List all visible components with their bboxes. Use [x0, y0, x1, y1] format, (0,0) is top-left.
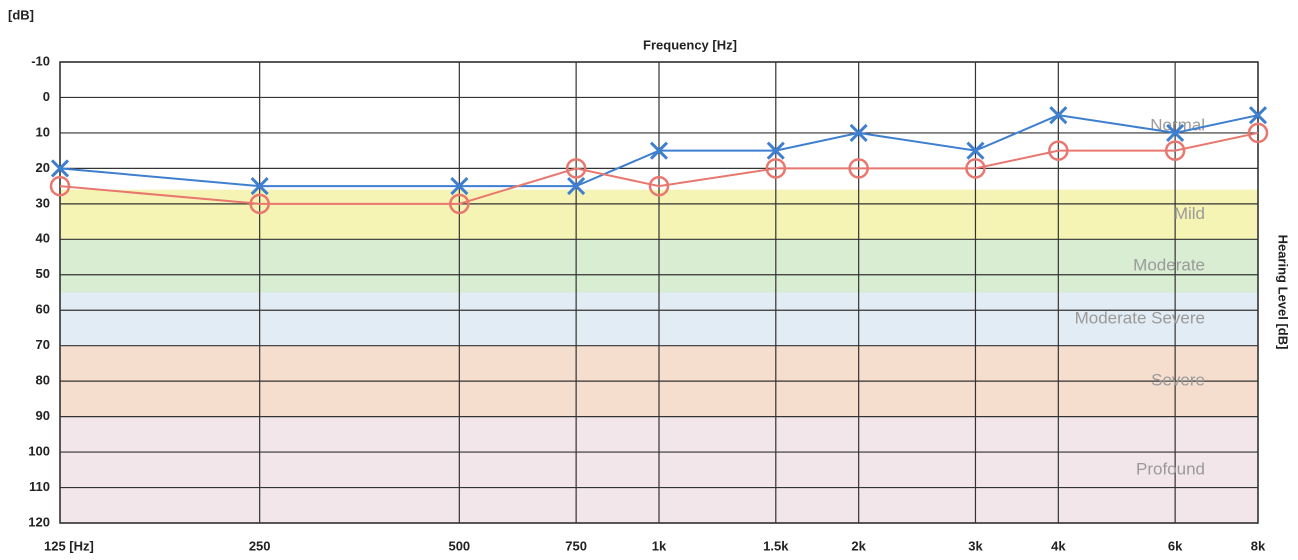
x-marker	[450, 177, 469, 196]
x-tick-label: 1k	[652, 538, 667, 553]
y-tick-label: 50	[36, 266, 50, 281]
x-tick-label: 750	[565, 538, 587, 553]
y-tick-label: 100	[28, 444, 50, 459]
x-marker	[849, 123, 868, 142]
x-tick-label: 8k	[1251, 538, 1266, 553]
x-tick-label: 500	[448, 538, 470, 553]
x-marker	[766, 141, 785, 160]
band-label: Profound	[1136, 459, 1205, 478]
x-marker	[649, 141, 669, 160]
o-marker	[565, 158, 587, 179]
x-marker	[1049, 106, 1068, 125]
y-tick-label: 30	[36, 195, 50, 210]
series-line	[59, 131, 1259, 205]
x-tick-label: 6k	[1168, 538, 1183, 553]
y-tick-label: 90	[36, 408, 50, 423]
band-label: Moderate Severe	[1075, 309, 1205, 328]
y-tick-label: 0	[43, 89, 50, 104]
x-tick-label: 250	[249, 538, 271, 553]
y-tick-label: 80	[36, 373, 50, 388]
y-tick-label: -10	[31, 53, 50, 68]
o-marker	[648, 175, 670, 197]
y-tick-label: 10	[36, 124, 50, 139]
y-tick-label: 120	[28, 514, 50, 529]
x-marker	[250, 177, 269, 196]
o-marker	[848, 158, 869, 179]
y-tick-label: 70	[36, 337, 50, 352]
o-marker	[49, 175, 71, 197]
chart-title: Frequency [Hz]	[643, 37, 737, 52]
o-marker	[1247, 122, 1269, 144]
x-marker	[966, 141, 985, 160]
o-marker	[449, 193, 470, 215]
x-tick-label: 1.5k	[763, 538, 789, 553]
x-marker	[567, 177, 586, 196]
plot-frame	[59, 61, 1259, 524]
x-marker	[1166, 123, 1185, 142]
o-marker	[965, 158, 986, 179]
y-tick-label: 110	[29, 479, 50, 494]
y-tick-label: 60	[36, 302, 50, 317]
y-unit-label: [dB]	[8, 7, 34, 22]
band-label: Mild	[1174, 204, 1205, 223]
y-tick-label: 20	[36, 160, 50, 175]
y-tick-label: 40	[36, 231, 50, 246]
x-marker	[1248, 106, 1268, 125]
x-marker	[50, 159, 70, 178]
x-tick-label: 2k	[851, 538, 866, 553]
o-marker	[249, 193, 270, 215]
o-marker	[1164, 140, 1186, 161]
o-marker	[1048, 140, 1069, 161]
x-tick-label: 4k	[1051, 538, 1066, 553]
x-tick-label: 3k	[968, 538, 983, 553]
o-marker	[765, 158, 787, 179]
right-axis-label: Hearing Level [dB]	[1276, 235, 1291, 350]
band-label: Moderate	[1133, 255, 1205, 274]
band-label: Severe	[1151, 371, 1205, 390]
x-tick-label: 125 [Hz]	[44, 538, 94, 553]
